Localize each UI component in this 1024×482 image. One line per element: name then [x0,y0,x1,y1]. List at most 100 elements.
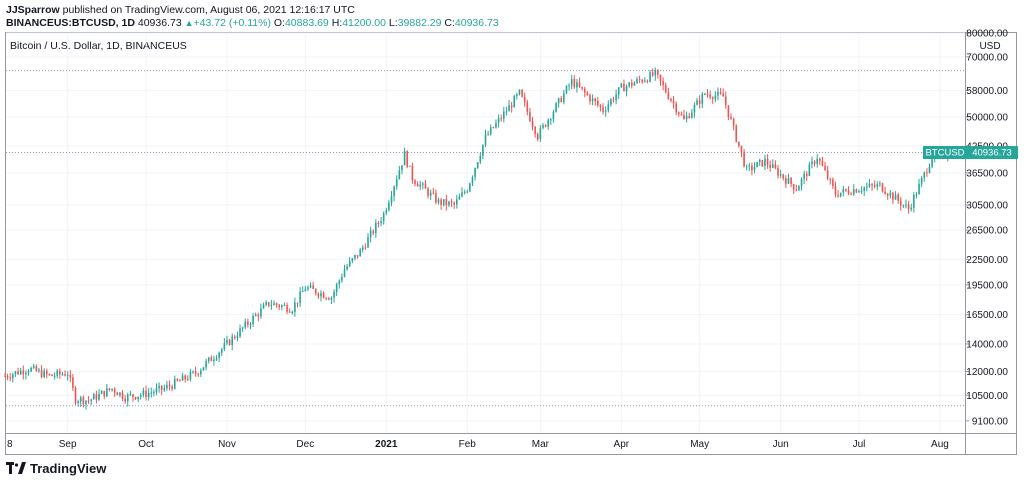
candle [314,288,317,296]
candle-body [907,204,910,210]
candle-body [343,269,346,277]
candle [837,190,839,198]
candle [589,93,591,105]
candle-body [111,388,113,390]
candle-body [915,194,918,196]
candle [677,111,680,117]
candle-body [432,192,435,194]
candle [847,186,850,196]
candle-body [685,115,688,120]
candle-body [717,91,719,96]
tradingview-logo[interactable]: TradingView [6,460,106,476]
y-tick-label: 14000.00 [966,339,1008,350]
candle [474,167,476,181]
candle-body [855,189,858,193]
candle-body [12,374,14,379]
candle-body [113,388,116,393]
candle-body [461,192,463,197]
candle [406,150,408,169]
candle [416,181,419,187]
candle [145,385,147,401]
candle [892,191,894,204]
candle-body [173,379,176,389]
candle-body [696,100,698,105]
candle-body [187,379,189,381]
y-tick-label: 36500.00 [966,169,1008,180]
candle [168,380,171,391]
candle [758,158,761,167]
candle [604,106,607,117]
candle [401,165,403,175]
candle-body [565,86,568,94]
x-tick-label: May [690,439,709,450]
candle [348,257,351,268]
candle [134,396,137,401]
candle-body [589,94,591,102]
candle-body [139,394,142,397]
candle [855,188,858,194]
candle [492,126,495,129]
candle [803,170,805,185]
candle [51,374,53,377]
candle-body [77,401,79,404]
candle-body [106,388,108,397]
candle [382,211,385,225]
candle-body [578,82,581,87]
candle [226,335,228,346]
candle-body [667,92,670,99]
candle-body [234,336,236,339]
candle-body [662,81,664,86]
candle [408,165,411,167]
candle [388,200,390,212]
candle-body [701,93,704,104]
y-tick-label: 16500.00 [966,310,1008,321]
candle-body [740,145,743,153]
candle-body [414,180,416,184]
candle [521,89,523,98]
candle-body [69,375,72,378]
candle-body [406,151,408,167]
candle [346,263,348,271]
candle-body [568,85,570,87]
candle [565,85,568,95]
candle [466,189,469,194]
candle-body [583,88,586,93]
candle-body [910,207,913,210]
candle-body [150,392,153,394]
candle [662,77,664,91]
candle [53,372,56,380]
price-tag: BTCUSD 40936.73 [923,146,1018,160]
candle [301,286,304,293]
candle [633,81,636,86]
candle [38,367,40,373]
candle [866,182,868,192]
author-name: JJSparrow [6,4,60,16]
candle [659,74,662,86]
candle-body [837,194,839,197]
publish-text: published on TradingView.com, August 06,… [62,4,355,16]
candle [440,197,442,210]
candle [871,182,873,191]
candle [351,257,354,264]
candle-body [119,392,121,396]
candle-body [852,189,855,195]
candle [581,86,583,91]
candle-body [597,101,599,106]
candle-body [732,118,735,126]
candle-body [816,158,819,164]
candle [926,168,928,177]
candle [27,369,30,376]
candle-body [411,165,414,181]
candle [419,180,422,191]
candle [422,182,424,190]
candle [688,112,691,119]
candle [860,186,863,194]
candle-body [27,371,30,373]
candle [116,391,119,396]
candle [821,156,824,167]
candle [691,108,693,119]
candle-body [390,196,393,203]
candle [704,92,706,96]
candle [913,192,915,213]
